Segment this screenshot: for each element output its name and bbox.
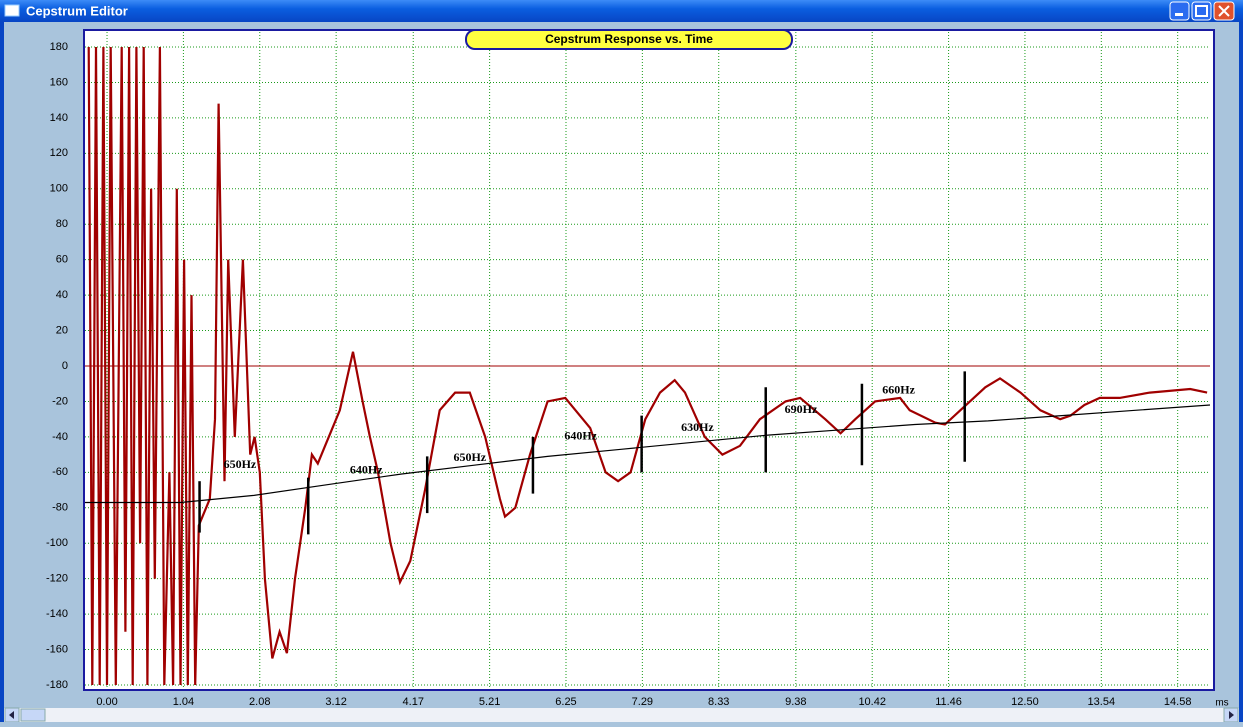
annotation: 660Hz xyxy=(882,383,915,397)
annotation: 640Hz xyxy=(564,429,597,443)
y-tick-label: -80 xyxy=(52,502,68,514)
x-tick-label: 1.04 xyxy=(173,696,194,708)
annotation: 650Hz xyxy=(453,450,486,464)
y-tick-label: -20 xyxy=(52,395,68,407)
y-tick-label: 20 xyxy=(56,324,68,336)
x-tick-label: 9.38 xyxy=(785,696,806,708)
maximize-button[interactable] xyxy=(1191,1,1212,21)
scroll-track[interactable] xyxy=(4,708,1239,722)
annotation: 630Hz xyxy=(681,420,714,434)
y-tick-label: -120 xyxy=(46,573,68,585)
x-tick-label: 8.33 xyxy=(708,696,729,708)
window-border-left xyxy=(0,22,4,722)
x-tick-label: 0.00 xyxy=(96,696,117,708)
x-tick-label: 10.42 xyxy=(858,696,886,708)
series-line xyxy=(85,404,1210,504)
x-tick-label: 11.46 xyxy=(935,696,962,708)
plot-area xyxy=(83,29,1215,691)
minimize-button[interactable] xyxy=(1169,1,1190,21)
y-tick-label: 140 xyxy=(50,112,68,124)
scroll-left-icon xyxy=(9,711,14,719)
y-tick-label: -180 xyxy=(46,679,68,691)
scroll-right-icon xyxy=(1229,711,1234,719)
x-tick-label: 3.12 xyxy=(325,696,346,708)
scroll-thumb[interactable] xyxy=(20,708,46,722)
scrollbar xyxy=(4,707,1239,723)
y-tick-label: -140 xyxy=(46,608,68,620)
window-border-right xyxy=(1239,22,1243,722)
x-axis-label: ms xyxy=(1215,698,1228,709)
annotation: 640Hz xyxy=(350,462,383,476)
y-tick-label: -160 xyxy=(46,643,68,655)
x-tick-label: 6.25 xyxy=(555,696,576,708)
x-tick-label: 12.50 xyxy=(1011,696,1039,708)
y-tick-label: -60 xyxy=(52,466,68,478)
y-tick-label: 160 xyxy=(50,76,68,88)
minimize-icon xyxy=(1175,13,1183,16)
y-tick-label: 0 xyxy=(62,360,68,372)
y-tick-label: 120 xyxy=(50,147,68,159)
x-tick-label: 13.54 xyxy=(1088,696,1116,708)
chart-title: Cepstrum Response vs. Time xyxy=(545,32,713,46)
y-tick-label: -40 xyxy=(52,431,68,443)
x-tick-label: 14.58 xyxy=(1164,696,1192,708)
window-title: Cepstrum Editor xyxy=(26,3,128,18)
app-icon xyxy=(4,4,20,17)
y-tick-label: 100 xyxy=(50,183,68,195)
y-tick-label: 180 xyxy=(50,41,68,53)
series-line xyxy=(87,46,1208,686)
x-tick-label: 5.21 xyxy=(479,696,500,708)
y-tick-label: 60 xyxy=(56,254,68,266)
x-tick-label: 2.08 xyxy=(249,696,270,708)
y-tick-label: -100 xyxy=(46,537,68,549)
window-controls xyxy=(1169,1,1235,21)
y-tick-label: 40 xyxy=(56,289,68,301)
y-tick-label: 80 xyxy=(56,218,68,230)
plot: -180 -160 -140 -120 -100 -80 -60 -40 -20 0 20 40 60 8… xyxy=(46,32,1210,708)
close-icon xyxy=(1218,5,1230,17)
chart-title-box xyxy=(465,29,793,50)
maximize-icon xyxy=(1195,5,1208,17)
x-tick-label: 4.17 xyxy=(403,696,424,708)
x-tick-label: 7.29 xyxy=(632,696,653,708)
annotation: 650Hz xyxy=(224,457,257,471)
annotation: 690Hz xyxy=(785,402,818,416)
title-bar xyxy=(0,0,1243,22)
